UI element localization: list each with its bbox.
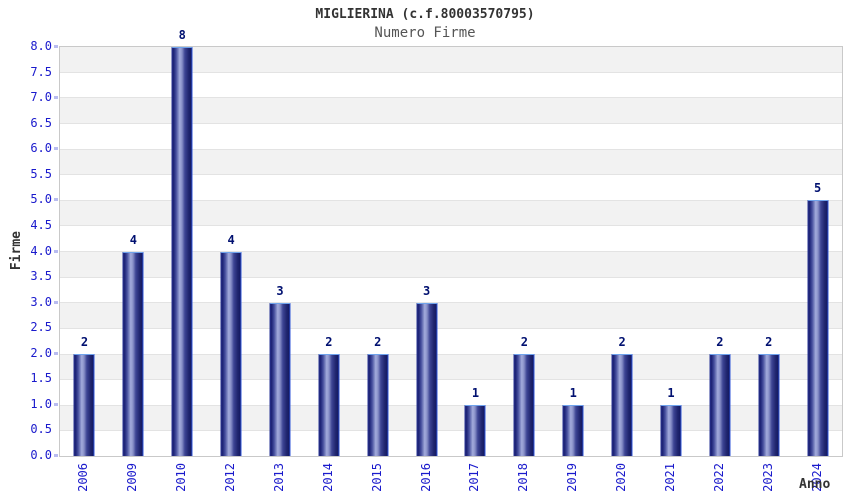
y-tick-label: 7.5 <box>30 64 52 79</box>
x-tick-label: 2010 <box>174 463 189 492</box>
bar <box>611 353 633 456</box>
y-axis: 0.0 0.5 1.0 1.5 2.0 2.5 3.0 3.5 4.0 4.5 5.0 5.5 6.0 6… <box>0 39 58 462</box>
y-tick-label: 1.0 <box>30 396 52 411</box>
chart-title: MIGLIERINA (c.f.80003570795) <box>315 7 535 22</box>
bar <box>464 404 486 456</box>
y-tick-label: 5.0 <box>30 192 52 207</box>
x-tick-label: 2023 <box>760 463 775 492</box>
x-tick-label: 2018 <box>516 463 531 492</box>
x-tick-label: 2012 <box>223 463 238 492</box>
chart-subtitle: Numero Firme <box>374 25 476 41</box>
x-tick-label: 2006 <box>76 463 91 492</box>
bar <box>807 200 829 456</box>
x-tick-label: 2013 <box>271 463 286 492</box>
bar-value-label: 5 <box>813 181 822 196</box>
y-tick-label: 2.0 <box>30 345 52 360</box>
y-tick-label: 8.0 <box>30 39 52 53</box>
y-tick-mark <box>54 454 58 457</box>
bar <box>758 353 780 456</box>
bar-value-label: 1 <box>569 385 577 400</box>
bar-value-label: 3 <box>276 283 284 298</box>
x-tick-label: 2020 <box>614 463 629 492</box>
y-tick-label: 4.0 <box>30 243 52 258</box>
y-tick-label: 2.5 <box>30 320 52 335</box>
bars-layer: 2 4 8 4 3 2 2 3 1 2 1 2 1 2 2 5 <box>60 29 842 456</box>
y-tick-label: 6.0 <box>30 141 52 156</box>
bar <box>367 353 389 456</box>
y-tick-label: 7.0 <box>30 90 52 105</box>
x-tick-label: 2021 <box>662 463 677 492</box>
x-axis: 2006 2009 2010 2012 2013 2014 2015 2016 2017 2018… <box>59 461 841 499</box>
y-tick-mark <box>54 402 58 406</box>
bar <box>73 353 95 456</box>
x-tick-label: 2009 <box>125 463 140 492</box>
y-tick-mark <box>54 147 58 151</box>
bar <box>269 302 291 456</box>
bar-value-label: 2 <box>80 334 89 349</box>
bar-value-label: 1 <box>667 385 675 400</box>
bar <box>416 302 438 456</box>
bar-value-label: 2 <box>374 334 382 349</box>
y-tick-mark <box>54 96 58 100</box>
bar-value-label: 2 <box>618 334 626 349</box>
x-tick-label: 2019 <box>565 463 580 492</box>
x-tick-label: 2014 <box>320 463 335 492</box>
bar <box>660 404 682 456</box>
x-tick-label: 2015 <box>369 463 384 492</box>
bar <box>220 251 242 456</box>
y-tick-label: 5.5 <box>30 166 52 181</box>
bar <box>318 353 340 456</box>
bar <box>513 353 535 456</box>
bar <box>122 251 144 456</box>
y-tick-mark <box>54 351 58 355</box>
bar <box>709 353 731 456</box>
plot-area: 2 4 8 4 3 2 2 3 1 2 1 2 1 2 2 5 <box>59 29 843 457</box>
x-tick-label: 2016 <box>418 463 433 492</box>
y-tick-label: 3.5 <box>30 269 52 284</box>
y-tick-label: 1.5 <box>30 371 52 386</box>
y-tick-mark <box>54 249 58 253</box>
y-tick-mark <box>54 45 58 48</box>
bar-value-label: 3 <box>422 283 431 298</box>
bar-value-label: 2 <box>325 334 333 349</box>
y-tick-label: 3.0 <box>30 294 52 309</box>
bar-value-label: 2 <box>520 334 528 349</box>
y-tick-mark <box>54 300 58 304</box>
x-tick-label: 2017 <box>467 463 482 492</box>
bar-value-label: 4 <box>227 232 235 247</box>
bar-value-label: 1 <box>471 385 480 400</box>
y-tick-label: 4.5 <box>30 217 52 232</box>
x-axis-title: Anno <box>799 477 831 492</box>
y-tick-label: 0.0 <box>30 448 52 462</box>
y-tick-label: 6.5 <box>30 115 52 130</box>
bar-value-label: 4 <box>129 232 137 247</box>
y-tick-mark <box>54 198 58 202</box>
bar-value-label: 2 <box>765 334 773 349</box>
bar-value-label: 2 <box>716 334 724 349</box>
y-tick-label: 0.5 <box>30 422 52 437</box>
bar <box>171 47 193 456</box>
bar-value-label: 8 <box>178 28 186 42</box>
bar <box>562 404 584 456</box>
x-tick-label: 2022 <box>711 463 726 492</box>
